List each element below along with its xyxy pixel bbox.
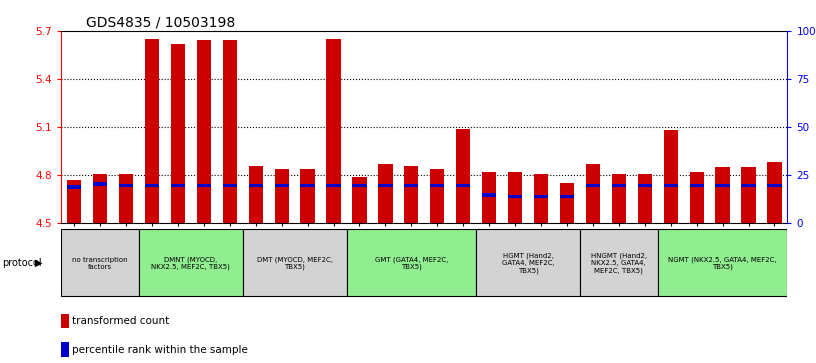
- Text: GDS4835 / 10503198: GDS4835 / 10503198: [86, 15, 235, 29]
- Bar: [119, 184, 133, 187]
- FancyBboxPatch shape: [477, 229, 580, 296]
- Text: DMNT (MYOCD,
NKX2.5, MEF2C, TBX5): DMNT (MYOCD, NKX2.5, MEF2C, TBX5): [152, 256, 230, 270]
- Text: transformed count: transformed count: [73, 317, 170, 326]
- Bar: [586, 184, 600, 187]
- Text: protocol: protocol: [2, 258, 42, 268]
- Bar: [663, 184, 678, 187]
- Bar: [482, 172, 496, 223]
- Bar: [534, 195, 548, 199]
- Bar: [119, 174, 133, 223]
- Text: GMT (GATA4, MEF2C,
TBX5): GMT (GATA4, MEF2C, TBX5): [375, 256, 448, 270]
- Bar: [379, 184, 392, 187]
- FancyBboxPatch shape: [658, 229, 787, 296]
- Bar: [637, 174, 652, 223]
- Bar: [716, 167, 730, 223]
- Bar: [482, 193, 496, 197]
- Bar: [690, 172, 703, 223]
- Bar: [690, 184, 703, 187]
- Bar: [742, 167, 756, 223]
- Text: no transcription
factors: no transcription factors: [73, 257, 128, 270]
- FancyBboxPatch shape: [61, 229, 139, 296]
- Bar: [508, 195, 522, 199]
- Bar: [456, 184, 470, 187]
- Bar: [326, 184, 340, 187]
- Bar: [742, 184, 756, 187]
- Bar: [145, 184, 159, 187]
- Bar: [612, 174, 626, 223]
- Bar: [456, 129, 470, 223]
- Bar: [767, 162, 782, 223]
- Bar: [145, 39, 159, 223]
- Bar: [534, 174, 548, 223]
- Text: NGMT (NKX2.5, GATA4, MEF2C,
TBX5): NGMT (NKX2.5, GATA4, MEF2C, TBX5): [668, 256, 777, 270]
- Bar: [404, 184, 419, 187]
- Bar: [430, 169, 445, 223]
- Bar: [61, 342, 69, 357]
- Bar: [93, 174, 107, 223]
- Bar: [274, 184, 289, 187]
- FancyBboxPatch shape: [139, 229, 242, 296]
- Bar: [508, 172, 522, 223]
- Bar: [67, 185, 82, 189]
- Bar: [353, 184, 366, 187]
- Bar: [560, 195, 574, 199]
- Bar: [767, 184, 782, 187]
- Bar: [171, 44, 185, 223]
- Bar: [663, 130, 678, 223]
- Bar: [171, 184, 185, 187]
- Bar: [326, 39, 340, 223]
- Bar: [61, 314, 69, 328]
- Bar: [93, 182, 107, 185]
- Bar: [274, 169, 289, 223]
- Bar: [223, 41, 237, 223]
- Bar: [716, 184, 730, 187]
- Bar: [67, 180, 82, 223]
- Bar: [612, 184, 626, 187]
- FancyBboxPatch shape: [242, 229, 347, 296]
- Bar: [353, 177, 366, 223]
- Text: HGMT (Hand2,
GATA4, MEF2C,
TBX5): HGMT (Hand2, GATA4, MEF2C, TBX5): [502, 253, 554, 274]
- Bar: [300, 169, 315, 223]
- Bar: [223, 184, 237, 187]
- Bar: [379, 164, 392, 223]
- FancyBboxPatch shape: [347, 229, 477, 296]
- Bar: [560, 183, 574, 223]
- Text: ▶: ▶: [35, 258, 42, 268]
- Bar: [197, 184, 211, 187]
- Bar: [430, 184, 445, 187]
- Text: DMT (MYOCD, MEF2C,
TBX5): DMT (MYOCD, MEF2C, TBX5): [257, 256, 333, 270]
- Text: percentile rank within the sample: percentile rank within the sample: [73, 345, 248, 355]
- Bar: [300, 184, 315, 187]
- Bar: [249, 166, 263, 223]
- FancyBboxPatch shape: [580, 229, 658, 296]
- Bar: [249, 184, 263, 187]
- Bar: [404, 166, 419, 223]
- Bar: [197, 41, 211, 223]
- Text: HNGMT (Hand2,
NKX2.5, GATA4,
MEF2C, TBX5): HNGMT (Hand2, NKX2.5, GATA4, MEF2C, TBX5…: [591, 253, 647, 274]
- Bar: [586, 164, 600, 223]
- Bar: [637, 184, 652, 187]
